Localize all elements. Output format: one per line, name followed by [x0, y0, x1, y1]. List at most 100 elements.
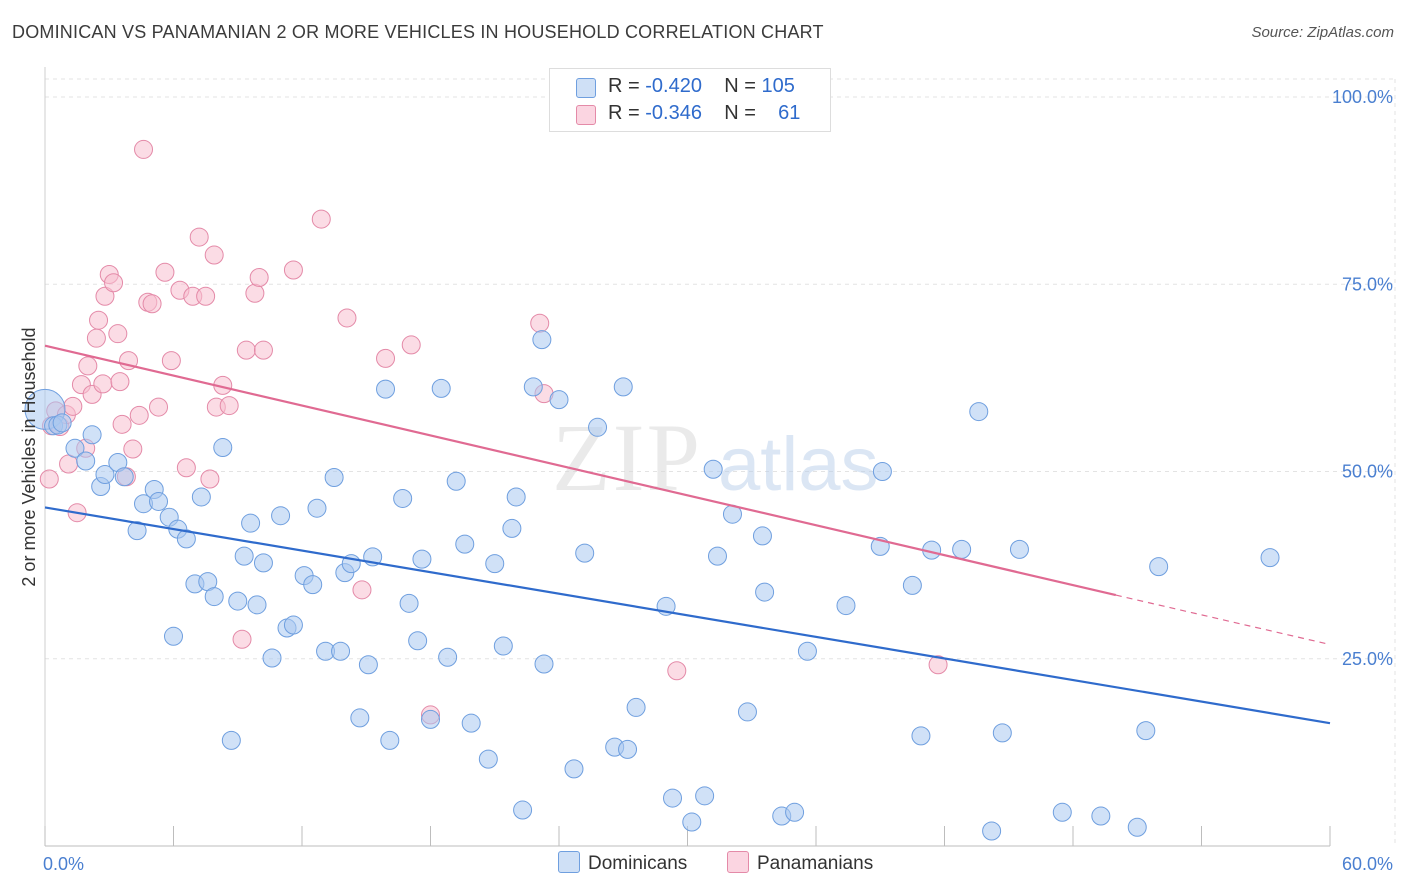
watermark-zip: ZIP — [552, 404, 702, 511]
dominicans-point — [1127, 817, 1147, 837]
panamanians-point — [134, 139, 154, 159]
dominicans-point — [247, 595, 267, 615]
dominicans-point — [446, 471, 466, 491]
panamanians-point — [928, 655, 948, 675]
panamanians-point — [149, 397, 169, 417]
dominicans-point — [588, 417, 608, 437]
dominicans-point — [911, 726, 931, 746]
dominicans-point — [1009, 539, 1029, 559]
x-tick-label: 0.0% — [43, 854, 84, 874]
dominicans-point — [695, 786, 715, 806]
dominicans-point — [872, 462, 892, 481]
dominicans-point — [307, 498, 327, 518]
panamanians-point — [196, 286, 216, 306]
source-label: Source: ZipAtlas.com — [1251, 24, 1394, 41]
dominicans-point — [303, 575, 323, 595]
y-tick-label: 75.0% — [1342, 274, 1393, 294]
dominicans-point — [534, 654, 554, 674]
dominicans-point — [755, 582, 775, 602]
dominicans-point — [523, 377, 543, 397]
watermark: ZIP atlas — [552, 404, 879, 511]
dominicans-point — [241, 513, 261, 533]
legend-r-label: R = — [608, 102, 640, 124]
dominicans-trend-line — [44, 506, 1331, 725]
dominicans-point — [408, 631, 428, 651]
dominicans-point — [176, 529, 196, 549]
dominicans-point — [331, 641, 351, 661]
legend-n-label: N = — [724, 75, 756, 97]
dominicans-point — [969, 402, 989, 422]
dominicans-point — [221, 730, 241, 750]
dominicans-point — [703, 459, 723, 479]
dominicans-point — [575, 543, 595, 563]
panamanians-point — [110, 372, 130, 392]
legend-swatch-panamanians — [576, 105, 596, 125]
y-tick-label: 25.0% — [1342, 649, 1393, 669]
dominicans-point — [191, 487, 211, 507]
dominicans-point — [358, 655, 378, 675]
panamanians-point — [311, 209, 331, 229]
panamanians-point — [129, 405, 149, 425]
dominicans-point — [992, 723, 1012, 743]
legend-r-value: -0.420 — [645, 75, 702, 97]
dominicans-point — [982, 821, 1002, 841]
panamanians-point — [337, 308, 357, 328]
panamanians-point — [249, 268, 269, 288]
axes — [44, 67, 1331, 847]
panamanians-point — [530, 313, 550, 333]
chart-title: DOMINICAN VS PANAMANIAN 2 OR MORE VEHICL… — [12, 22, 824, 42]
dominicans-point — [461, 713, 481, 733]
dominicans-point — [493, 636, 513, 656]
legend-swatch-dominicans — [576, 78, 596, 98]
dominicans-point — [95, 464, 115, 484]
panamanians-point — [63, 396, 83, 416]
panamanians-point — [245, 283, 265, 303]
panamanians-point — [78, 356, 98, 376]
correlation-legend: R = -0.420 N = 105 R = -0.346 N = 61 — [549, 68, 831, 132]
panamanians-point — [142, 294, 162, 314]
bottom-legend-label-dominicans: Dominicans — [588, 853, 688, 874]
dominicans-point — [1260, 548, 1280, 568]
dominicans-point — [1136, 721, 1156, 741]
panamanians-point — [236, 340, 256, 360]
panamanians-point — [401, 335, 421, 355]
dominicans-point — [76, 451, 96, 471]
dominicans-points — [24, 330, 1280, 841]
dominicans-point — [1091, 806, 1111, 826]
dominicans-point — [752, 526, 772, 546]
dominicans-point — [682, 812, 702, 832]
dominicans-point — [271, 506, 291, 526]
y-tick-label: 50.0% — [1342, 462, 1393, 482]
panamanians-point — [89, 310, 109, 330]
dominicans-point — [785, 802, 805, 822]
panamanians-point — [93, 374, 113, 394]
dominicans-point — [324, 467, 344, 487]
bottom-legend-dominicans: Dominicans — [558, 851, 687, 875]
panamanians-point — [667, 661, 687, 681]
legend-n-label: N = — [724, 102, 756, 124]
dominicans-point — [707, 546, 727, 566]
dominicans-point — [836, 596, 856, 616]
x-tick-label: 60.0% — [1342, 854, 1393, 874]
panamanians-point — [204, 245, 224, 265]
dominicans-point — [952, 539, 972, 559]
dominicans-point — [213, 438, 233, 458]
legend-r-label: R = — [608, 75, 640, 97]
panamanians-point — [176, 458, 196, 478]
dominicans-point — [737, 702, 757, 722]
dominicans-point — [52, 413, 72, 433]
dominicans-point — [350, 708, 370, 728]
panamanians-point — [108, 324, 128, 344]
legend-n-value: 105 — [761, 75, 795, 97]
panamanians-point — [253, 340, 273, 360]
panamanians-point — [39, 469, 59, 489]
dominicans-point — [431, 378, 451, 398]
dominicans-point — [549, 390, 569, 410]
legend-r-value: -0.346 — [645, 102, 702, 124]
panamanians-point — [161, 351, 181, 371]
legend-n-value: 61 — [778, 102, 801, 124]
dominicans-point — [114, 467, 134, 487]
panamanians-point — [189, 227, 209, 247]
panamanians-point — [95, 286, 115, 306]
